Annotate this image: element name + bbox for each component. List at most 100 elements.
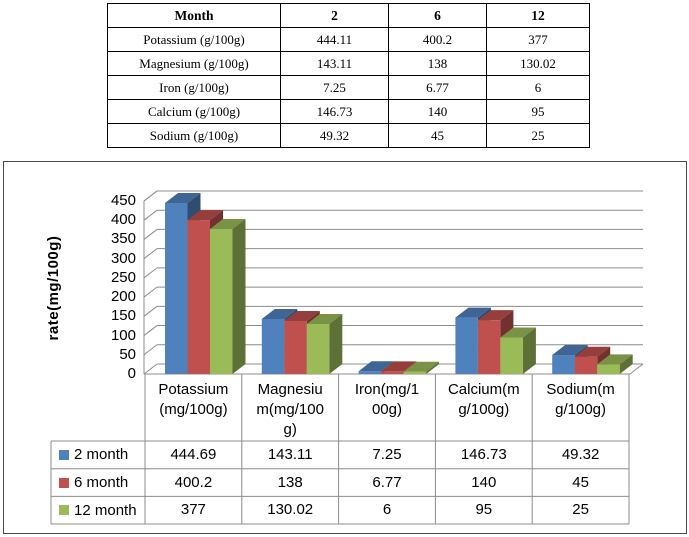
nutrient-label-cell: Calcium (g/100g) [107,99,281,124]
chart-table-value: 7.25 [372,446,402,463]
chart-panel: rate(mg/100g) 0 50 100 150 200 250 300 350 400 45… [3,161,687,534]
y-tick-label: 350 [110,230,136,248]
bar-chart-canvas [50,190,644,525]
chart-table-value: 146.73 [460,446,507,463]
bar-front [306,324,330,374]
y-tick-label: 50 [119,345,136,363]
bar-front [574,356,598,374]
value-cell: 130.02 [486,51,590,76]
bar-front [284,320,307,374]
y-tick-label: 300 [110,249,136,267]
bar-top [500,327,536,338]
y-tick-label: 0 [127,365,136,382]
bar-front [477,320,501,374]
nutrient-label-cell: Magnesium (g/100g) [107,51,281,76]
bar-top [381,361,417,372]
bar-top [261,308,298,319]
bar-front [455,317,478,374]
value-cell: 400.2 [388,27,487,52]
y-tick-label: 100 [110,326,136,344]
legend-swatch [59,505,69,516]
legend-label: 6 month [74,474,129,492]
month-nutrient-table: Month 2 6 12 Potassium (g/100g) 444.11 400.2 37… [107,3,590,148]
bar-top [284,310,320,321]
y-axis-title: rate(mg/100g) [45,235,62,341]
bar-front [403,371,427,374]
value-cell: 6 [388,3,487,28]
top-table-row: Magnesium (g/100g) 143.11 138 130.02 [107,51,590,76]
category-label: Magnesiu m(mg/100 g) [256,381,324,438]
y-tick-label: 400 [110,211,136,229]
bar-front [597,364,620,374]
month-nutrient-table-body: Month 2 6 12 Potassium (g/100g) 444.11 400.2 37… [107,3,590,148]
top-table-row: Calcium (g/100g) 146.73 140 95 [107,99,590,124]
legend-label: 2 month [74,446,129,464]
chart-table-value: 400.2 [174,473,213,491]
value-cell: 6 [486,75,590,100]
bar-top [477,310,514,321]
chart-table-value: 6.77 [372,473,402,491]
bar-side [619,354,633,374]
top-table-row: Iron (g/100g) 7.25 6.77 6 [107,75,590,100]
y-tick-label: 150 [110,307,136,325]
value-cell: 7.25 [280,75,389,100]
bar-side [426,361,440,374]
chart-table-value: 6 [382,501,392,519]
nutrient-label-cell: Sodium (g/100g) [107,123,281,148]
legend-item: 12 month [52,497,144,523]
chart-table-value: 49.32 [561,446,600,463]
bar-top [306,314,343,325]
y-tick-label: 250 [110,268,136,286]
chart-table-value: 140 [471,473,497,491]
bar-top [597,354,633,365]
value-cell: 143.11 [280,51,389,76]
bar-front [358,371,382,374]
chart-table-value: 143.11 [267,446,313,463]
bar-front [261,318,285,374]
value-cell: 146.73 [280,99,389,124]
bar-front [210,229,233,374]
value-cell: 444.11 [280,27,389,52]
chart-table-value: 95 [475,501,493,519]
bar-top [165,193,201,204]
legend-swatch [59,449,69,460]
value-cell: 49.32 [280,123,389,148]
value-cell: 138 [388,51,487,76]
bar-front [552,355,575,374]
y-tick-label: 200 [110,288,136,306]
bar-side [232,219,246,374]
nutrient-label-cell: Month [107,3,281,28]
value-cell: 25 [486,123,590,148]
top-table-header-row: Month 2 6 12 [107,3,590,28]
nutrient-label-cell: Iron (g/100g) [107,75,281,100]
top-table-row: Potassium (g/100g) 444.11 400.2 377 [107,27,590,52]
value-cell: 12 [486,3,590,28]
value-cell: 377 [486,27,590,52]
chart-table-value: 25 [572,501,589,519]
category-label: Iron(mg/1 00g) [354,381,420,418]
value-cell: 6.77 [388,75,487,100]
bar-top [455,307,491,318]
bar-side [329,314,343,374]
y-tick-label: 450 [110,191,136,209]
nutrient-label-cell: Potassium (g/100g) [107,27,281,52]
value-cell: 95 [486,99,590,124]
value-cell: 45 [388,123,487,148]
category-label: Calcium(m g/100g) [447,381,520,418]
bar-front [500,337,523,374]
bar-top [403,361,440,372]
legend-label: 12 month [74,501,137,519]
bar-top [574,346,611,357]
bar-top [552,345,588,356]
bar-front [165,203,188,374]
chart-table-value: 377 [180,501,206,519]
chart-table-value: 45 [572,473,589,491]
bar-front [381,371,404,374]
category-label: Sodium(m g/100g) [546,381,615,418]
chart-table-value: 444.69 [170,446,217,463]
bar-top [358,361,395,372]
value-cell: 140 [388,99,487,124]
bar-side [522,327,536,374]
legend-item: 2 month [52,442,144,468]
top-table-row: Sodium (g/100g) 49.32 45 25 [107,123,590,148]
